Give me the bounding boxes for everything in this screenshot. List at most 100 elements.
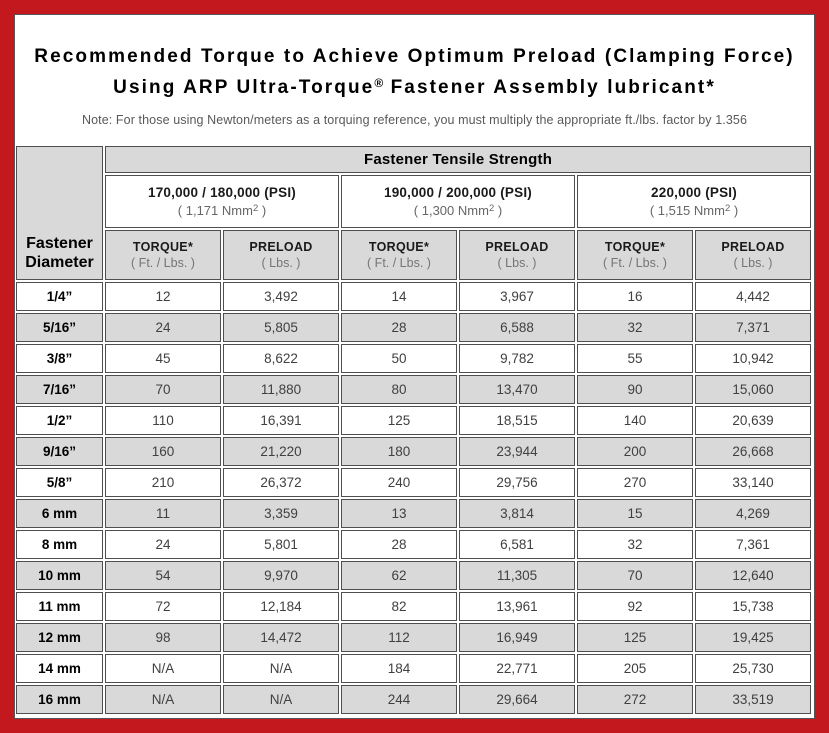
table-row: 7/16” 70 11,880 80 13,470 90 15,060 (16, 375, 812, 404)
preload-value-cell: N/A (223, 685, 339, 714)
fastener-diameter-cell: 16 mm (16, 685, 103, 714)
torque-column-header: TORQUE* ( Ft. / Lbs. ) (341, 230, 457, 280)
psi-group-header-row: 170,000 / 180,000 (PSI) ( 1,171 Nmm2 ) 1… (16, 175, 812, 228)
preload-value-cell: 13,961 (459, 592, 575, 621)
torque-value-cell: 70 (577, 561, 693, 590)
title-block: Recommended Torque to Achieve Optimum Pr… (15, 15, 814, 144)
torque-value-cell: 184 (341, 654, 457, 683)
preload-value-cell: 14,472 (223, 623, 339, 652)
preload-value-cell: 15,738 (695, 592, 812, 621)
torque-unit-label: ( Ft. / Lbs. ) (603, 256, 667, 270)
preload-column-header: PRELOAD ( Lbs. ) (223, 230, 339, 280)
preload-column-header: PRELOAD ( Lbs. ) (695, 230, 812, 280)
fastener-diameter-cell: 11 mm (16, 592, 103, 621)
table-row: 11 mm 72 12,184 82 13,961 92 15,738 (16, 592, 812, 621)
torque-value-cell: 112 (341, 623, 457, 652)
superscript-2: 2 (488, 203, 495, 214)
preload-value-cell: 3,814 (459, 499, 575, 528)
torque-value-cell: N/A (105, 654, 221, 683)
torque-value-cell: 205 (577, 654, 693, 683)
preload-value-cell: 29,756 (459, 468, 575, 497)
tensile-group-header: 220,000 (PSI) ( 1,515 Nmm2 ) (577, 175, 812, 228)
document-panel: Recommended Torque to Achieve Optimum Pr… (14, 14, 815, 719)
preload-value-cell: 13,470 (459, 375, 575, 404)
preload-value-cell: 6,581 (459, 530, 575, 559)
torque-label: TORQUE* (368, 240, 430, 254)
preload-value-cell: 3,492 (223, 282, 339, 311)
table-row: 10 mm 54 9,970 62 11,305 70 12,640 (16, 561, 812, 590)
torque-column-header: TORQUE* ( Ft. / Lbs. ) (577, 230, 693, 280)
torque-value-cell: 110 (105, 406, 221, 435)
table-row: 12 mm 98 14,472 112 16,949 125 19,425 (16, 623, 812, 652)
preload-value-cell: 11,880 (223, 375, 339, 404)
torque-spec-table: Fastener Diameter Fastener Tensile Stren… (14, 144, 813, 716)
fastener-diameter-cell: 5/16” (16, 313, 103, 342)
preload-value-cell: 5,801 (223, 530, 339, 559)
preload-label: PRELOAD (721, 240, 785, 254)
torque-value-cell: 45 (105, 344, 221, 373)
torque-value-cell: 140 (577, 406, 693, 435)
torque-value-cell: 160 (105, 437, 221, 466)
preload-value-cell: 33,519 (695, 685, 812, 714)
torque-value-cell: 98 (105, 623, 221, 652)
preload-value-cell: 8,622 (223, 344, 339, 373)
tensile-group-header: 170,000 / 180,000 (PSI) ( 1,171 Nmm2 ) (105, 175, 339, 228)
preload-value-cell: 9,782 (459, 344, 575, 373)
preload-value-cell: 21,220 (223, 437, 339, 466)
torque-value-cell: 24 (105, 530, 221, 559)
registered-trademark-icon: ® (374, 76, 384, 90)
fastener-diameter-cell: 12 mm (16, 623, 103, 652)
torque-value-cell: 32 (577, 530, 693, 559)
torque-value-cell: 210 (105, 468, 221, 497)
fastener-tensile-strength-header: Fastener Tensile Strength (105, 146, 812, 173)
fastener-diameter-cell: 14 mm (16, 654, 103, 683)
fastener-diameter-cell: 6 mm (16, 499, 103, 528)
document-title-line2: Using ARP Ultra-Torque® Fastener Assembl… (113, 76, 716, 98)
preload-value-cell: 26,668 (695, 437, 812, 466)
nmm-rating-label: ( 1,171 Nmm2 ) (177, 203, 267, 218)
torque-value-cell: 70 (105, 375, 221, 404)
tensile-strength-header-row: Fastener Diameter Fastener Tensile Stren… (16, 146, 812, 280)
conversion-note: Note: For those using Newton/meters as a… (81, 113, 747, 127)
table-row: 14 mm N/A N/A 184 22,771 205 25,730 (16, 654, 812, 683)
preload-value-cell: 23,944 (459, 437, 575, 466)
table-row: 3/8” 45 8,622 50 9,782 55 10,942 (16, 344, 812, 373)
torque-column-header: TORQUE* ( Ft. / Lbs. ) (105, 230, 221, 280)
torque-value-cell: 32 (577, 313, 693, 342)
preload-value-cell: 6,588 (459, 313, 575, 342)
preload-value-cell: 7,371 (695, 313, 812, 342)
torque-value-cell: 240 (341, 468, 457, 497)
torque-unit-label: ( Ft. / Lbs. ) (131, 256, 195, 270)
document-title-line1: Recommended Torque to Achieve Optimum Pr… (34, 46, 795, 67)
fastener-diameter-cell: 10 mm (16, 561, 103, 590)
preload-value-cell: 22,771 (459, 654, 575, 683)
torque-label: TORQUE* (604, 240, 666, 254)
table-row: 5/16” 24 5,805 28 6,588 32 7,371 (16, 313, 812, 342)
tensile-group-header: 190,000 / 200,000 (PSI) ( 1,300 Nmm2 ) (341, 175, 575, 228)
preload-value-cell: 16,949 (459, 623, 575, 652)
table-row: 6 mm 11 3,359 13 3,814 15 4,269 (16, 499, 812, 528)
fastener-diameter-cell: 1/4” (16, 282, 103, 311)
nmm-rating-label: ( 1,515 Nmm2 ) (649, 203, 739, 218)
preload-value-cell: 16,391 (223, 406, 339, 435)
preload-label: PRELOAD (249, 240, 313, 254)
fastener-diameter-cell: 5/8” (16, 468, 103, 497)
preload-value-cell: 18,515 (459, 406, 575, 435)
preload-label: PRELOAD (485, 240, 549, 254)
preload-unit-label: ( Lbs. ) (261, 256, 301, 270)
preload-value-cell: 11,305 (459, 561, 575, 590)
torque-value-cell: 244 (341, 685, 457, 714)
torque-value-cell: 16 (577, 282, 693, 311)
torque-value-cell: 92 (577, 592, 693, 621)
preload-unit-label: ( Lbs. ) (733, 256, 773, 270)
preload-value-cell: 4,269 (695, 499, 812, 528)
table-row: 9/16” 160 21,220 180 23,944 200 26,668 (16, 437, 812, 466)
fastener-diameter-cell: 7/16” (16, 375, 103, 404)
torque-value-cell: 50 (341, 344, 457, 373)
table-row: 5/8” 210 26,372 240 29,756 270 33,140 (16, 468, 812, 497)
torque-value-cell: N/A (105, 685, 221, 714)
table-row: 1/4” 12 3,492 14 3,967 16 4,442 (16, 282, 812, 311)
torque-value-cell: 28 (341, 313, 457, 342)
torque-value-cell: 125 (577, 623, 693, 652)
torque-value-cell: 200 (577, 437, 693, 466)
